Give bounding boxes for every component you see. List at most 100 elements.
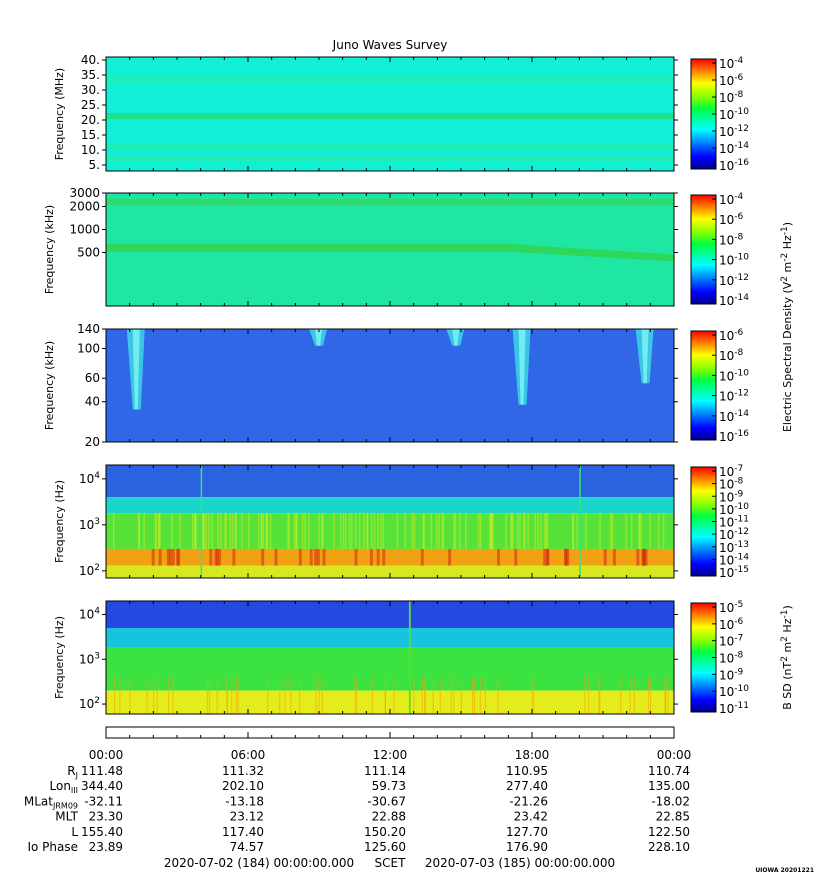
texture-streak	[316, 548, 320, 566]
ephemeris-label: MLT	[55, 810, 78, 824]
texture-streak	[202, 513, 205, 549]
texture-streak	[366, 513, 368, 549]
texture-streak	[640, 513, 642, 549]
y-tick-label: 40	[85, 395, 100, 409]
colorbar-tick-label: 10-9	[719, 489, 744, 504]
texture-streak	[241, 513, 243, 549]
texture-streak	[231, 513, 234, 549]
ephemeris-value: 110.95	[506, 764, 548, 778]
texture-streak	[340, 513, 342, 549]
texture-streak	[625, 513, 627, 549]
texture-streak	[479, 677, 482, 714]
ephemeris-value: 23.30	[89, 810, 123, 824]
texture-streak	[363, 513, 365, 549]
texture-streak	[610, 513, 612, 549]
ephemeris-value: 277.40	[506, 779, 548, 793]
ephemeris-value: -32.11	[84, 794, 123, 808]
texture-streak	[543, 513, 546, 549]
texture-streak	[382, 548, 386, 566]
texture-streak	[453, 513, 455, 549]
texture-streak	[442, 513, 445, 549]
ephemeris-value: 155.40	[81, 825, 123, 839]
spectrogram-area	[105, 56, 675, 172]
texture-streak	[260, 513, 263, 549]
colorbar-tick-label: 10-7	[719, 464, 743, 479]
colorbar-tick-label: 10-6	[719, 617, 744, 632]
emission-band	[106, 198, 674, 205]
ephemeris-value: 74.57	[230, 840, 264, 854]
texture-streak	[510, 513, 512, 549]
texture-streak	[321, 513, 323, 549]
colorbar-label: Electric Spectral Density (V2 m-2 Hz-1)	[780, 222, 794, 432]
spectrogram-area	[105, 464, 675, 579]
y-tick-label: 20.	[81, 113, 100, 127]
colorbar-tick-label: 10-8	[719, 651, 744, 666]
texture-streak	[298, 548, 302, 566]
texture-streak	[584, 677, 586, 714]
colorbar-tick-label: 10-8	[719, 90, 744, 105]
y-tick-label: 5.	[89, 158, 100, 172]
texture-streak	[296, 513, 298, 549]
texture-streak	[371, 677, 374, 714]
texture-streak	[209, 548, 213, 566]
radio-burst-core	[132, 329, 140, 410]
texture-streak	[448, 548, 452, 566]
texture-streak	[505, 513, 507, 549]
texture-streak	[441, 513, 444, 549]
emission-band	[106, 144, 674, 150]
texture-streak	[237, 677, 239, 714]
texture-streak	[612, 548, 616, 566]
texture-streak	[572, 513, 575, 549]
texture-streak	[465, 513, 467, 549]
texture-streak	[641, 548, 645, 566]
ephemeris-value: 122.50	[648, 825, 690, 839]
ephemeris-value: 59.73	[372, 779, 406, 793]
y-axis-label: Frequency (MHz)	[53, 68, 66, 160]
texture-streak	[537, 513, 539, 549]
colorbar-tick-label: 10-12	[719, 389, 749, 404]
texture-streak	[527, 513, 529, 549]
texture-streak	[355, 677, 358, 714]
texture-streak	[369, 548, 373, 566]
ephemeris-value: 228.10	[648, 840, 690, 854]
colorbar-tick-label: 10-4	[719, 192, 744, 207]
colorbar-tick-label: 10-12	[719, 273, 749, 288]
ephemeris-value: 111.32	[222, 764, 264, 778]
colorbar-tick-label: 10-14	[719, 552, 749, 567]
texture-streak	[438, 513, 440, 549]
texture-streak	[545, 513, 548, 549]
texture-streak	[423, 513, 426, 549]
texture-streak	[491, 513, 493, 549]
time-tick-label: 12:00	[373, 748, 408, 762]
texture-streak	[287, 513, 289, 549]
texture-streak	[284, 677, 286, 714]
texture-streak	[143, 513, 145, 549]
texture-streak	[510, 513, 513, 549]
texture-streak	[119, 677, 121, 714]
colorbar-gradient	[690, 330, 717, 441]
texture-streak	[454, 513, 457, 549]
colorbar-tick-label: 10-11	[719, 515, 749, 530]
texture-streak	[512, 513, 514, 549]
spectrogram-background	[106, 329, 674, 442]
colorbar: 10-4 10-6 10-8 10-10 10-12 10-14 Electric Spec…	[690, 192, 794, 432]
texture-streak	[192, 513, 194, 549]
colorbar: 10-4 10-6 10-8 10-10 10-12 10-14 10-16	[690, 56, 749, 173]
y-tick-label: 100	[77, 342, 100, 356]
colorbar-gradient	[690, 466, 717, 577]
radio-burst-core	[315, 329, 322, 346]
texture-streak	[267, 677, 269, 714]
colorbar-tick-label: 10-5	[719, 600, 743, 615]
texture-streak	[279, 677, 281, 714]
texture-streak	[234, 513, 237, 549]
colorbar-tick-label: 10-16	[719, 429, 749, 444]
texture-streak	[229, 513, 231, 549]
texture-streak	[195, 513, 197, 549]
texture-streak	[460, 677, 462, 714]
texture-streak	[166, 548, 170, 566]
texture-streak	[531, 677, 533, 714]
texture-streak	[396, 513, 399, 549]
texture-streak	[489, 513, 491, 549]
